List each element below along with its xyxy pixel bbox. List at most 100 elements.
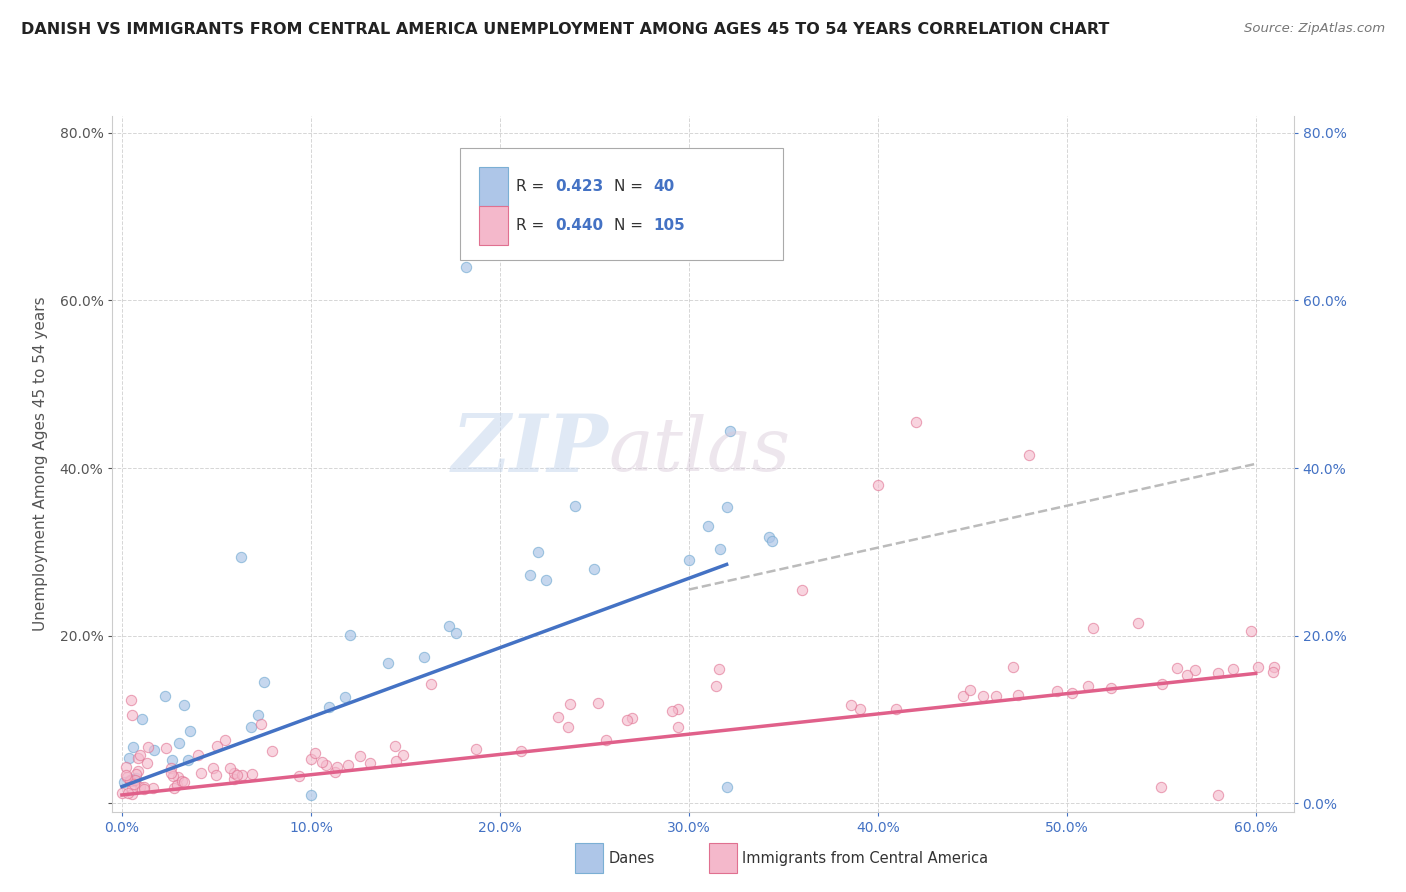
Text: R =: R =: [516, 219, 550, 233]
Text: N =: N =: [614, 219, 648, 233]
Point: [115, 760, 138, 774]
Point: [120, 692, 142, 706]
Point: [117, 770, 139, 784]
Point: [792, 582, 814, 597]
Point: [1222, 662, 1244, 676]
Point: [616, 713, 638, 727]
Point: [704, 679, 727, 693]
Point: [125, 767, 148, 781]
Point: [972, 689, 994, 703]
Point: [666, 720, 689, 734]
Point: [557, 720, 579, 734]
Point: [129, 748, 152, 763]
Point: [464, 741, 486, 756]
Point: [984, 689, 1007, 703]
Point: [131, 712, 153, 726]
Point: [246, 708, 269, 723]
Point: [121, 781, 143, 796]
Point: [143, 742, 166, 756]
Point: [118, 751, 141, 765]
Point: [167, 736, 190, 750]
Text: atlas: atlas: [609, 414, 790, 486]
Point: [225, 768, 247, 782]
Point: [132, 780, 155, 794]
Point: [231, 768, 253, 782]
Point: [242, 767, 264, 781]
Point: [155, 741, 177, 756]
Point: [884, 701, 907, 715]
Point: [122, 773, 145, 788]
Point: [392, 747, 415, 762]
Point: [1184, 664, 1206, 678]
Point: [1166, 661, 1188, 675]
Point: [1077, 679, 1099, 693]
Point: [333, 690, 356, 705]
Point: [127, 764, 149, 778]
Point: [124, 773, 146, 788]
Point: [1263, 660, 1285, 674]
Point: [121, 772, 143, 786]
Text: Danes: Danes: [609, 851, 655, 865]
Point: [384, 739, 406, 753]
Point: [526, 545, 548, 559]
Point: [222, 766, 245, 780]
Point: [179, 724, 201, 739]
Point: [904, 415, 927, 429]
Point: [115, 768, 138, 782]
Point: [288, 768, 311, 782]
Point: [205, 739, 228, 753]
Point: [315, 758, 337, 772]
Text: 0.423: 0.423: [555, 179, 603, 194]
Point: [173, 775, 195, 789]
Point: [190, 766, 212, 780]
Point: [384, 755, 406, 769]
Point: [127, 751, 149, 765]
Point: [1261, 665, 1284, 680]
Point: [420, 677, 443, 691]
Point: [1240, 624, 1263, 638]
Point: [716, 780, 738, 794]
Point: [349, 749, 371, 764]
Point: [952, 689, 974, 703]
Point: [620, 711, 643, 725]
Point: [121, 787, 143, 801]
Point: [129, 780, 152, 795]
Point: [336, 758, 359, 772]
Point: [253, 674, 276, 689]
Point: [1150, 780, 1173, 794]
Point: [121, 707, 143, 722]
Point: [177, 753, 200, 767]
Point: [1206, 788, 1229, 802]
Point: [413, 649, 436, 664]
Point: [716, 500, 738, 515]
Point: [454, 260, 477, 274]
Text: 0.440: 0.440: [555, 219, 603, 233]
Point: [377, 656, 399, 670]
Y-axis label: Unemployment Among Ages 45 to 54 years: Unemployment Among Ages 45 to 54 years: [34, 296, 48, 632]
Text: 105: 105: [654, 219, 686, 233]
Point: [696, 518, 718, 533]
Point: [167, 770, 190, 784]
Point: [547, 710, 569, 724]
Point: [240, 720, 263, 734]
Text: R =: R =: [516, 179, 550, 194]
Point: [112, 774, 135, 789]
Point: [1175, 668, 1198, 682]
Point: [117, 786, 139, 800]
Point: [187, 747, 209, 762]
Text: 40: 40: [654, 179, 675, 194]
Point: [866, 477, 889, 491]
Point: [160, 761, 183, 775]
Point: [1001, 660, 1024, 674]
Point: [173, 698, 195, 713]
Point: [1099, 681, 1122, 696]
Point: [1007, 689, 1029, 703]
Point: [118, 774, 141, 789]
Point: [136, 740, 159, 755]
Point: [120, 772, 142, 787]
Point: [707, 662, 730, 676]
Point: [588, 696, 610, 710]
Point: [666, 702, 689, 716]
Point: [124, 772, 146, 786]
Point: [250, 717, 273, 731]
